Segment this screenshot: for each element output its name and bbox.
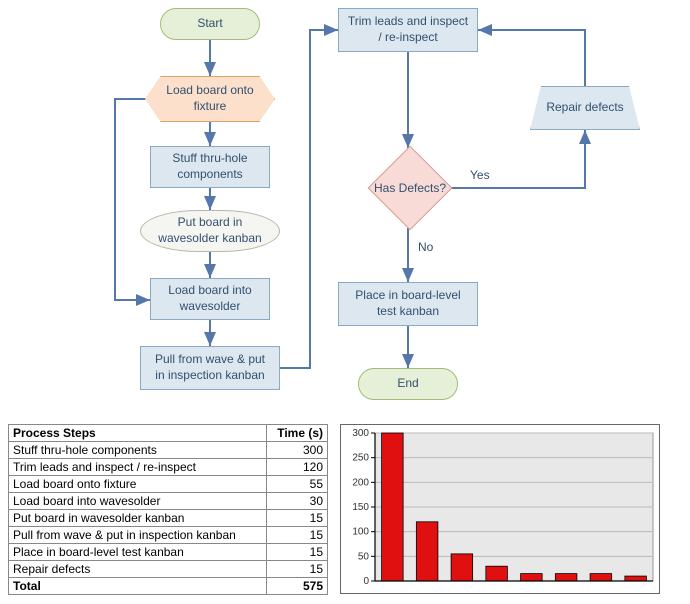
node-put_wave: Put board in wavesolder kanban [140,210,280,252]
table-cell-step: Repair defects [9,561,267,578]
node-pull_wave: Pull from wave & put in inspection kanba… [140,346,280,390]
table-cell-time: 300 [267,442,328,459]
table-cell-time: 120 [267,459,328,476]
decision-no-label: No [418,240,433,254]
table-cell-time: 30 [267,493,328,510]
table-row: Load board into wavesolder30 [9,493,328,510]
table-cell-time: 575 [267,578,328,595]
table-row: Trim leads and inspect / re-inspect120 [9,459,328,476]
node-load_fixture: Load board onto fixture [145,76,275,122]
table-row: Place in board-level test kanban15 [9,544,328,561]
table-cell-time: 55 [267,476,328,493]
svg-text:50: 50 [358,551,370,562]
table-cell-step: Put board in wavesolder kanban [9,510,267,527]
table-cell-step: Load board into wavesolder [9,493,267,510]
svg-text:150: 150 [352,502,369,513]
table-cell-time: 15 [267,527,328,544]
table-cell-time: 15 [267,561,328,578]
svg-text:250: 250 [352,453,369,464]
node-stuff: Stuff thru-hole components [150,146,270,188]
table-cell-time: 15 [267,510,328,527]
table-cell-step: Pull from wave & put in inspection kanba… [9,527,267,544]
table-cell-step: Total [9,578,267,595]
process-table: Process Steps Time (s) Stuff thru-hole c… [8,424,328,595]
table-row: Stuff thru-hole components300 [9,442,328,459]
node-repair: Repair defects [530,86,640,130]
table-header-step: Process Steps [9,425,267,442]
svg-text:0: 0 [363,576,369,587]
svg-text:300: 300 [352,428,369,439]
node-decision: Has Defects? [380,158,440,218]
table-row: Put board in wavesolder kanban15 [9,510,328,527]
svg-text:200: 200 [352,477,369,488]
table-row: Repair defects15 [9,561,328,578]
table-row: Pull from wave & put in inspection kanba… [9,527,328,544]
decision-yes-label: Yes [470,168,490,182]
table-row: Total575 [9,578,328,595]
table-row: Load board onto fixture55 [9,476,328,493]
bar-chart: 0 50 100 150 200 250 300 [340,424,660,594]
table-header-time: Time (s) [267,425,328,442]
bottom-row: Process Steps Time (s) Stuff thru-hole c… [0,420,690,603]
svg-text:100: 100 [352,527,369,538]
node-start: Start [160,8,260,40]
table-cell-time: 15 [267,544,328,561]
table-cell-step: Place in board-level test kanban [9,544,267,561]
node-end: End [358,368,458,400]
flowchart: Start Load board onto fixture Stuff thru-h… [0,0,690,420]
node-place_test: Place in board-level test kanban [338,282,478,326]
flowchart-edges [0,0,690,420]
node-trim: Trim leads and inspect / re-inspect [338,8,478,52]
table-cell-step: Load board onto fixture [9,476,267,493]
table-cell-step: Stuff thru-hole components [9,442,267,459]
node-load_wave: Load board into wavesolder [150,278,270,320]
table-cell-step: Trim leads and inspect / re-inspect [9,459,267,476]
